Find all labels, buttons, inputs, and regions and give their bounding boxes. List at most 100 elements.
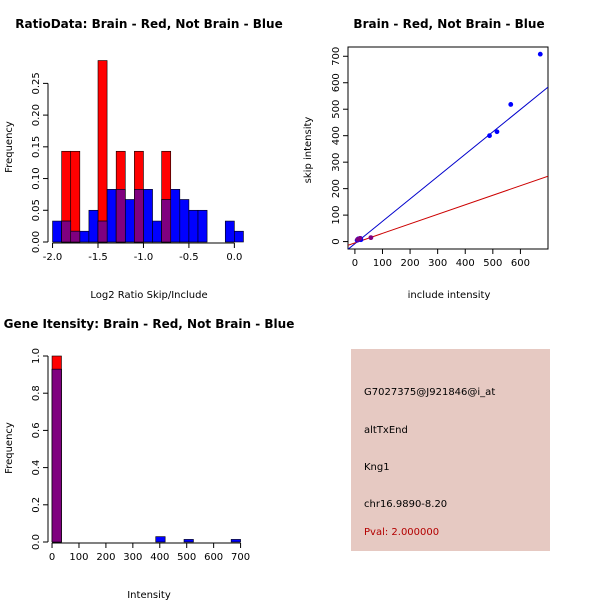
not-brain-bar [88, 209, 99, 243]
not-brain-bar [155, 536, 166, 543]
not-brain-bar [183, 539, 194, 543]
not-brain-bar [152, 220, 162, 243]
brain-bar [70, 150, 81, 243]
not-brain-point [508, 102, 514, 107]
location-text: chr16.9890-8.20 [364, 499, 448, 510]
y-tick-label: 0 [331, 238, 342, 244]
not-brain-bar [124, 199, 135, 243]
x-tick-label: 200 [96, 552, 115, 563]
ratio-hist-ylabel: Frequency [4, 121, 15, 173]
y-tick-label: 100 [331, 206, 342, 225]
not-brain-point [494, 129, 500, 135]
scatter-points [354, 51, 543, 243]
y-tick-label: 500 [331, 100, 342, 119]
not-brain-bar [188, 209, 199, 243]
x-tick-label: 600 [511, 258, 530, 269]
x-tick-label: 100 [373, 258, 392, 269]
not-brain-bar [234, 230, 244, 243]
x-tick-label: 500 [177, 552, 196, 563]
not-brain-bar [230, 539, 241, 543]
ratio-hist-xlabel: Log2 Ratio Skip/Include [90, 290, 207, 301]
overlap-bar [70, 230, 81, 243]
overlap-bar [61, 220, 72, 243]
x-tick-label: 500 [483, 258, 502, 269]
overlap-bar [161, 199, 172, 243]
y-tick-label: 0.10 [31, 167, 42, 189]
fit-lines [348, 86, 548, 249]
intensity-overlap-bars [51, 368, 62, 543]
overlap-bars [61, 189, 172, 243]
event-type-text: altTxEnd [364, 425, 408, 436]
intensity-hist-ylabel: Frequency [4, 422, 15, 474]
y-tick-label: 0.0 [31, 534, 42, 550]
y-tick-label: 700 [331, 47, 342, 66]
x-tick-label: 400 [150, 552, 169, 563]
intensity-hist-title: Gene Itensity: Brain - Red, Not Brain - … [4, 317, 295, 331]
overlap-bar [97, 220, 108, 243]
not-brain-bar [143, 189, 153, 243]
not-brain-fit-line [348, 86, 548, 249]
x-tick-label: 200 [401, 258, 420, 269]
not-brain-bar [170, 189, 181, 243]
x-tick-label: 100 [69, 552, 88, 563]
x-tick-label: 700 [231, 552, 250, 563]
intensity-histogram-panel: Gene Itensity: Brain - Red, Not Brain - … [4, 317, 295, 600]
intensity-hist-axes: 0 100 200 300 400 500 600 700 0.0 0.2 0.4 0.6 0.8 1.0 [31, 348, 250, 563]
not-brain-bar [197, 209, 208, 243]
scatter-axes: 0 100 200 300 400 500 600 0 100 200 300 400 500 600 70… [331, 47, 530, 269]
x-tick-label: 300 [428, 258, 447, 269]
y-tick-label: 200 [331, 179, 342, 198]
x-tick-label: 0.0 [226, 252, 242, 263]
scatter-ylabel: skip intensity [303, 117, 314, 184]
gene-info-panel: G7027375@J921846@i_at altTxEnd Kng1 chr1… [351, 349, 550, 551]
y-tick-label: 600 [331, 73, 342, 92]
y-tick-label: 400 [331, 126, 342, 145]
scatter-panel: Brain - Red, Not Brain - Blue 0 100 200 300… [303, 17, 549, 301]
ratio-histogram-panel: RatioData: Brain - Red, Not Brain - Blue… [4, 17, 283, 301]
not-brain-bar [179, 199, 190, 243]
intensity-hist-xlabel: Intensity [127, 590, 171, 600]
y-tick-label: 0.00 [31, 231, 42, 253]
scatter-xlabel: include intensity [408, 290, 491, 301]
scatter-title: Brain - Red, Not Brain - Blue [353, 17, 544, 31]
x-tick-label: -0.5 [179, 252, 199, 263]
not-brain-point [537, 51, 543, 57]
not-brain-bar [79, 230, 90, 243]
ratio-hist-axes: -2.0 -1.5 -1.0 -0.5 0.0 0.00 0.05 0.10 0.15 0.20 0… [31, 72, 242, 263]
x-tick-label: -1.5 [88, 252, 108, 263]
x-tick-label: -1.0 [134, 252, 154, 263]
x-tick-label: 400 [456, 258, 475, 269]
y-tick-label: 0.25 [31, 72, 42, 94]
not-brain-bar [52, 220, 62, 243]
not-brain-bars [52, 189, 244, 243]
brain-bar [97, 60, 108, 243]
y-tick-label: 300 [331, 153, 342, 172]
y-tick-label: 0.05 [31, 199, 42, 221]
x-tick-label: 0 [49, 552, 55, 563]
x-tick-label: -2.0 [43, 252, 63, 263]
y-tick-label: 0.4 [31, 460, 42, 476]
y-tick-label: 0.20 [31, 104, 42, 126]
x-tick-label: 600 [204, 552, 223, 563]
gene-name-text: Kng1 [364, 462, 390, 473]
not-brain-point [487, 133, 492, 139]
brain-fit-line [348, 175, 548, 246]
y-tick-label: 0.2 [31, 497, 42, 513]
scatter-plot-box [347, 46, 549, 250]
pval-text: Pval: 2.000000 [364, 527, 440, 538]
x-tick-label: 0 [352, 258, 358, 269]
brain-point [368, 235, 374, 241]
plot-frame [347, 46, 549, 250]
not-brain-bar [224, 220, 235, 243]
intensity-not-brain-bars [51, 368, 241, 543]
overlap-bar [134, 189, 144, 243]
y-tick-label: 0.15 [31, 136, 42, 158]
brain-point [357, 236, 363, 241]
ratio-hist-title: RatioData: Brain - Red, Not Brain - Blue [15, 17, 282, 31]
probe-id-text: G7027375@J921846@i_at [364, 387, 496, 398]
y-tick-label: 1.0 [31, 348, 42, 364]
overlap-bar [51, 368, 62, 543]
not-brain-bar [106, 189, 117, 243]
x-tick-label: 300 [123, 552, 142, 563]
